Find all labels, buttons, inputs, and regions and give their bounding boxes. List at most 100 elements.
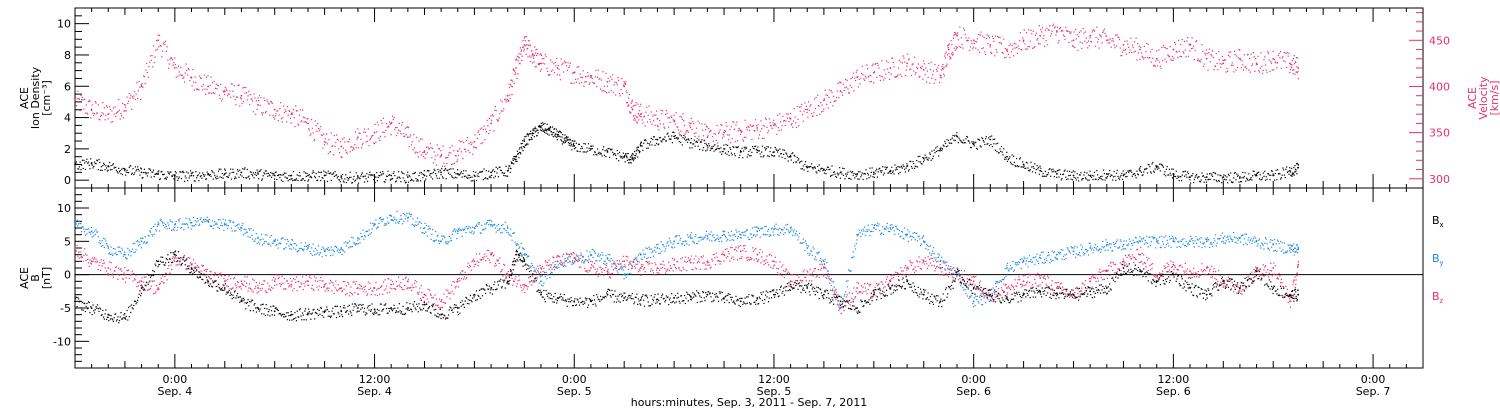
- density-point: [79, 161, 81, 163]
- velocity-point: [320, 126, 322, 128]
- velocity-point: [449, 146, 451, 149]
- velocity-point: [344, 141, 346, 143]
- density-point: [635, 153, 637, 155]
- density-point: [1294, 171, 1296, 173]
- density-point: [266, 172, 268, 175]
- by-point: [139, 243, 141, 246]
- density-point: [544, 131, 546, 133]
- by-point: [562, 255, 564, 257]
- density-point-node: [74, 163, 76, 166]
- by-point: [189, 222, 192, 224]
- density-point: [212, 178, 214, 180]
- velocity-point: [1255, 58, 1257, 60]
- density-point: [909, 160, 911, 162]
- velocity-point: [870, 80, 872, 83]
- velocity-point: [512, 80, 514, 82]
- density-point-node: [556, 133, 559, 136]
- velocity-point: [562, 62, 564, 64]
- density-point: [1146, 167, 1148, 170]
- density-point: [1096, 174, 1099, 176]
- velocity-point: [428, 148, 430, 150]
- by-point: [756, 234, 758, 236]
- density-point: [523, 146, 525, 148]
- velocity-point: [863, 79, 866, 81]
- density-point: [612, 154, 615, 156]
- density-point: [573, 142, 575, 145]
- density-point: [876, 168, 878, 170]
- by-point: [729, 239, 731, 242]
- by-point: [134, 251, 136, 253]
- density-point: [520, 143, 522, 145]
- velocity-point: [615, 94, 617, 96]
- density-point: [186, 171, 188, 173]
- velocity-point: [695, 132, 697, 134]
- velocity-point: [779, 113, 781, 115]
- density-point: [372, 174, 374, 176]
- velocity-point: [1045, 40, 1047, 42]
- density-point: [1294, 165, 1296, 167]
- density-point: [655, 138, 657, 141]
- density-point: [209, 173, 211, 176]
- by-point: [523, 248, 525, 250]
- by-point: [308, 243, 310, 246]
- velocity-point: [97, 104, 99, 106]
- density-point: [1138, 168, 1140, 170]
- velocity-point: [656, 125, 658, 127]
- by-point: [646, 247, 649, 250]
- density-point: [506, 175, 509, 177]
- density-point: [1013, 161, 1015, 163]
- velocity-point-node: [1288, 62, 1291, 65]
- velocity-point: [1186, 37, 1189, 39]
- by-point: [411, 223, 413, 226]
- density-point: [741, 147, 743, 149]
- velocity-point: [1226, 67, 1228, 70]
- by-point: [220, 222, 223, 224]
- velocity-point: [1141, 55, 1143, 57]
- velocity-point-node: [706, 136, 709, 139]
- density-point: [527, 135, 529, 137]
- density-point: [1150, 172, 1152, 174]
- velocity-point: [432, 147, 434, 150]
- density-point: [590, 145, 592, 147]
- velocity-point: [435, 164, 438, 166]
- density-point: [801, 168, 804, 170]
- density-point: [714, 144, 716, 146]
- velocity-point: [840, 82, 842, 84]
- velocity-point: [391, 121, 393, 124]
- velocity-point: [658, 129, 660, 131]
- density-point: [684, 136, 686, 138]
- by-point: [339, 249, 341, 251]
- velocity-point: [893, 66, 895, 68]
- density-point: [1201, 172, 1203, 174]
- density-point: [533, 132, 535, 135]
- density-point: [404, 182, 407, 184]
- density-point: [817, 169, 820, 171]
- velocity-point: [438, 148, 440, 150]
- velocity-point: [333, 134, 335, 137]
- by-point: [496, 225, 498, 227]
- density-point: [573, 148, 576, 150]
- velocity-point: [895, 76, 897, 78]
- density-point: [677, 138, 679, 140]
- velocity-point: [1293, 69, 1295, 71]
- density-point: [676, 137, 678, 139]
- by-point: [114, 248, 116, 250]
- velocity-point: [276, 110, 278, 112]
- velocity-point: [740, 131, 742, 133]
- density-point: [921, 163, 923, 165]
- density-point: [187, 172, 189, 174]
- density-point: [211, 171, 214, 173]
- by-point: [236, 224, 238, 227]
- by-point: [534, 270, 537, 272]
- density-point-node: [357, 176, 359, 178]
- density-point: [670, 138, 672, 140]
- density-point: [784, 157, 786, 160]
- density-point: [932, 155, 935, 157]
- density-point: [550, 126, 552, 129]
- velocity-point: [1127, 43, 1129, 45]
- density-point: [1183, 175, 1186, 177]
- by-point: [798, 236, 800, 238]
- velocity-point: [773, 119, 775, 121]
- density-point: [808, 166, 810, 168]
- by-point: [351, 246, 354, 248]
